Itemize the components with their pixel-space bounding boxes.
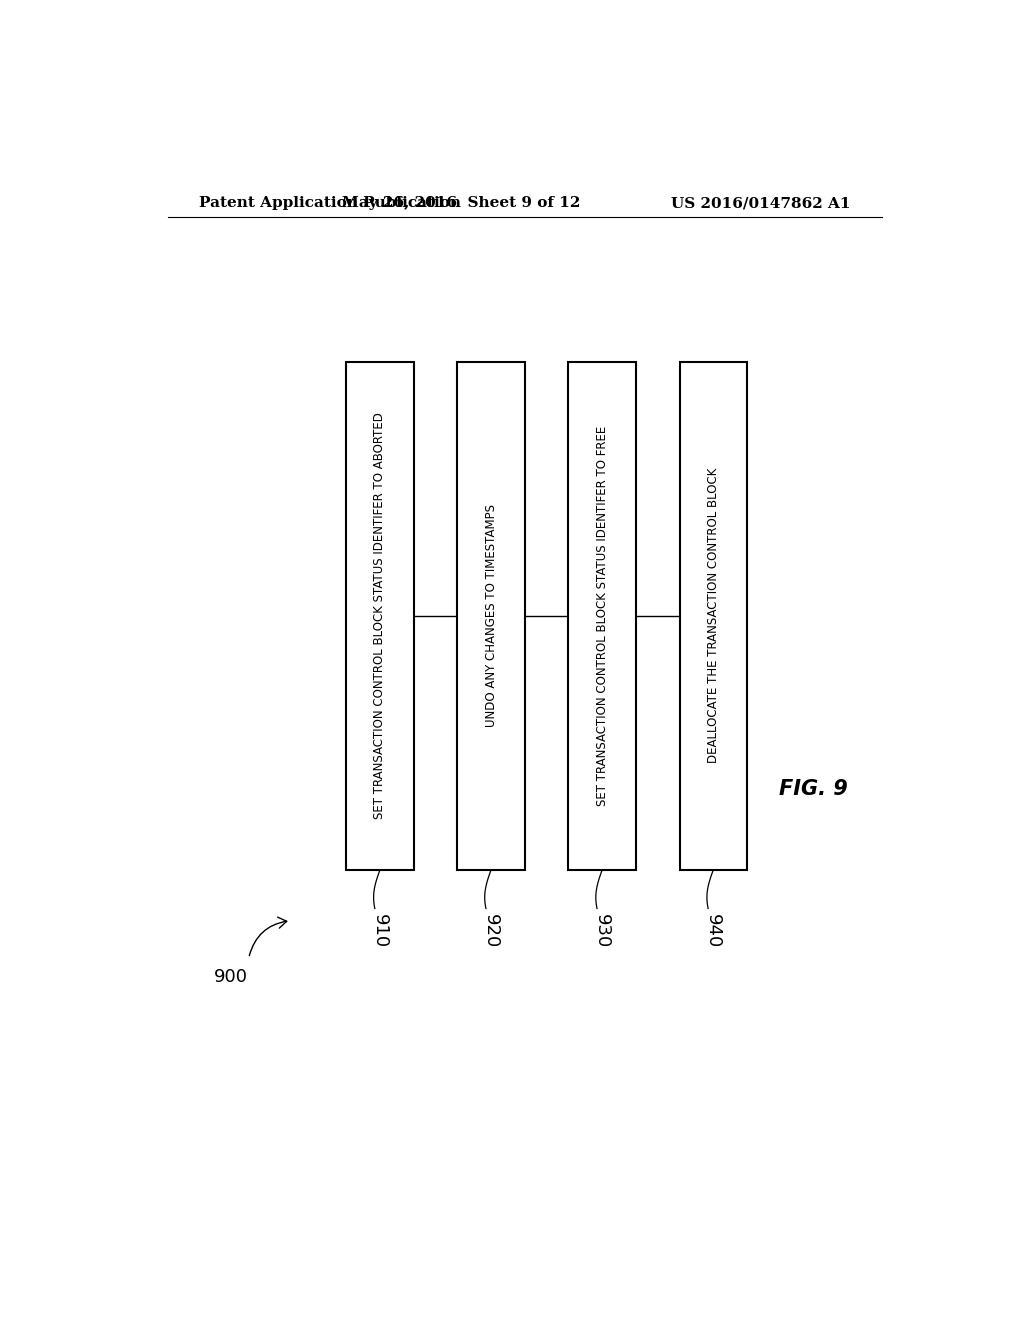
Bar <box>568 362 636 870</box>
Text: UNDO ANY CHANGES TO TIMESTAMPS: UNDO ANY CHANGES TO TIMESTAMPS <box>484 504 498 727</box>
Bar <box>346 362 414 870</box>
Text: SET TRANSACTION CONTROL BLOCK STATUS IDENTIFER TO FREE: SET TRANSACTION CONTROL BLOCK STATUS IDE… <box>596 425 608 807</box>
FancyArrowPatch shape <box>249 917 287 956</box>
Text: SET TRANSACTION CONTROL BLOCK STATUS IDENTIFER TO ABORTED: SET TRANSACTION CONTROL BLOCK STATUS IDE… <box>374 412 386 820</box>
Text: 900: 900 <box>214 968 248 986</box>
Text: 940: 940 <box>705 913 722 948</box>
Text: 920: 920 <box>482 913 500 948</box>
Text: May 26, 2016  Sheet 9 of 12: May 26, 2016 Sheet 9 of 12 <box>342 197 581 210</box>
Text: FIG. 9: FIG. 9 <box>778 779 848 799</box>
Text: US 2016/0147862 A1: US 2016/0147862 A1 <box>671 197 850 210</box>
Text: DEALLOCATE THE TRANSACTION CONTROL BLOCK: DEALLOCATE THE TRANSACTION CONTROL BLOCK <box>707 469 720 763</box>
Text: 930: 930 <box>593 913 611 948</box>
Text: 910: 910 <box>371 913 389 948</box>
Text: Patent Application Publication: Patent Application Publication <box>200 197 462 210</box>
Bar <box>458 362 524 870</box>
Bar <box>680 362 748 870</box>
